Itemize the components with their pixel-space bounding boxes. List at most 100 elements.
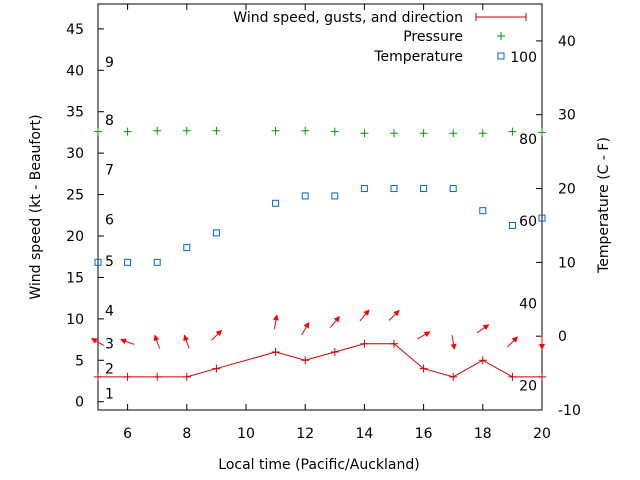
pressure-point	[419, 129, 428, 138]
y-tick-label: 35	[66, 105, 84, 121]
x-tick-label: 8	[182, 426, 191, 442]
pressure-point	[360, 129, 369, 138]
temperature-point	[183, 244, 191, 252]
beaufort-label: 8	[105, 113, 114, 129]
y-tick-label: 20	[66, 229, 84, 245]
x-tick-label: 20	[533, 426, 551, 442]
wind-direction-arrow	[359, 309, 370, 322]
pressure-point	[212, 126, 221, 135]
wind-direction-arrow	[388, 309, 400, 321]
temperature-point	[449, 185, 457, 193]
wind-point	[390, 339, 398, 348]
legend-swatch-pressure	[497, 32, 505, 40]
wind-direction-arrow	[450, 335, 457, 350]
wind-point	[301, 356, 310, 365]
temperature-point	[508, 221, 516, 229]
temperature-point	[124, 258, 132, 266]
y2-tick-label: 20	[558, 182, 576, 198]
wind-direction-arrow	[211, 329, 223, 341]
y-tick-label: 40	[66, 63, 84, 79]
y2-tick-label: 30	[558, 108, 576, 124]
pressure-point	[478, 129, 487, 138]
wind-point	[182, 372, 191, 381]
legend-label-wind: Wind speed, gusts, and direction	[233, 10, 463, 26]
temperature-point	[479, 207, 487, 215]
pressure-point	[153, 126, 162, 135]
y-tick-label: 25	[66, 188, 84, 204]
temperature-point	[212, 229, 220, 237]
pressure-point	[538, 128, 546, 137]
wind-point	[94, 372, 102, 381]
wind-direction-arrow	[272, 314, 279, 330]
beaufort-label: 3	[105, 337, 114, 353]
y-tick-label: 10	[66, 312, 84, 328]
pressure-point	[390, 129, 398, 138]
temperature-point	[272, 199, 280, 207]
temperature-point	[153, 258, 161, 266]
temperature-point	[360, 185, 368, 193]
y2-tick-label: 10	[558, 255, 576, 271]
wind-direction-arrow	[329, 316, 340, 328]
pressure-point	[330, 127, 339, 136]
wind-point	[419, 364, 428, 373]
y-tick-label: 45	[66, 22, 84, 38]
fahrenheit-label: 80	[519, 132, 537, 148]
wind-direction-arrow	[507, 336, 519, 348]
pressure-point	[449, 129, 458, 138]
legend-swatch-temperature	[497, 52, 505, 60]
wind-direction-arrow	[183, 334, 190, 349]
wind-speed-line	[98, 343, 542, 378]
wind-point	[271, 348, 280, 356]
pressure-point	[508, 127, 517, 136]
beaufort-label: 7	[105, 163, 114, 179]
wind-point	[360, 339, 369, 348]
pressure-point	[301, 126, 310, 135]
pressure-point	[182, 126, 191, 135]
x-tick-label: 12	[296, 426, 314, 442]
fahrenheit-label: 40	[519, 297, 537, 313]
fahrenheit-label: 20	[519, 379, 537, 395]
y2-tick-label: 40	[558, 34, 576, 50]
y-tick-label: 15	[66, 270, 84, 286]
x-tick-label: 14	[355, 426, 373, 442]
wind-point	[330, 348, 339, 356]
wind-point	[212, 364, 221, 373]
wind-point	[508, 372, 517, 381]
wind-direction-arrow	[91, 338, 105, 346]
fahrenheit-label: 100	[510, 50, 537, 66]
wind-point	[478, 356, 487, 365]
pressure-point	[123, 127, 132, 136]
wind-direction-arrow	[417, 331, 431, 340]
wind-direction-arrow	[476, 324, 490, 334]
wind-direction-arrow	[153, 334, 161, 349]
y2-tick-label: -10	[558, 403, 581, 419]
legend-label-temperature: Temperature	[373, 49, 463, 65]
plot-frame	[97, 3, 543, 411]
wind-direction-arrow	[120, 338, 135, 345]
beaufort-label: 2	[105, 362, 114, 378]
wind-point	[123, 372, 132, 381]
temperature-point	[390, 185, 398, 193]
y-axis-label: Wind speed (kt - Beaufort)	[28, 114, 44, 299]
y-tick-label: 30	[66, 146, 84, 162]
y-tick-label: 5	[75, 353, 84, 369]
beaufort-label: 9	[105, 55, 114, 71]
temperature-point	[331, 192, 339, 200]
wind-direction-arrow	[301, 321, 310, 336]
pressure-point	[271, 126, 280, 135]
pressure-point	[94, 127, 102, 136]
wind-point	[449, 372, 458, 381]
temperature-point	[301, 192, 309, 200]
x-tick-label: 10	[237, 426, 255, 442]
beaufort-label: 5	[105, 254, 114, 270]
beaufort-label: 6	[105, 212, 114, 228]
temperature-point	[94, 258, 102, 266]
temperature-point	[538, 214, 546, 222]
x-axis-label: Local time (Pacific/Auckland)	[218, 457, 419, 473]
y-tick-label: 0	[75, 395, 84, 411]
legend-label-pressure: Pressure	[403, 29, 463, 45]
wind-point	[538, 372, 546, 381]
y2-axis-label: Temperature (C - F)	[596, 137, 612, 274]
legend: Wind speed, gusts, and direction Pressur…	[233, 10, 527, 65]
